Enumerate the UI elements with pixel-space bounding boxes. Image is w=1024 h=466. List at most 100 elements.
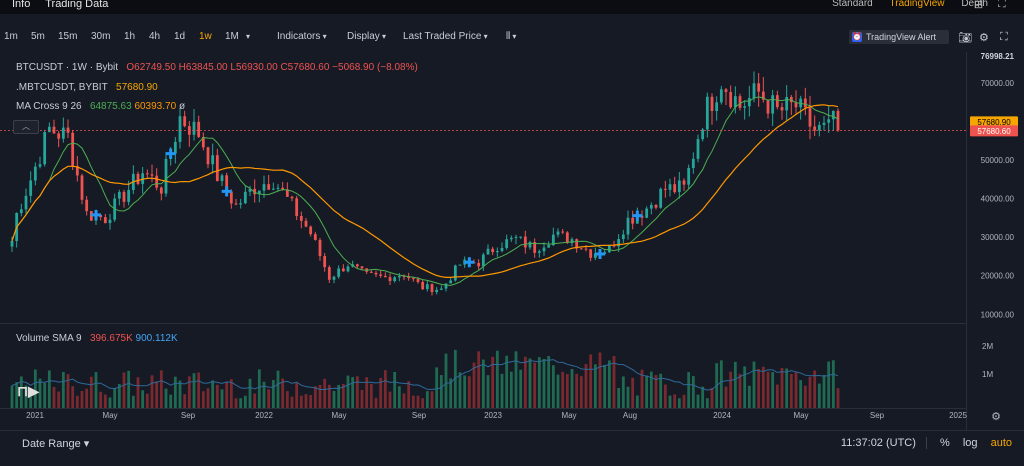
time-axis-label: Sep — [412, 411, 427, 420]
candle-body — [649, 204, 653, 209]
candle-body — [617, 239, 621, 247]
volume-axis-label: 2M — [982, 342, 993, 351]
volume-bar — [603, 364, 607, 408]
auto-scale-toggle[interactable]: auto — [990, 437, 1012, 449]
candle-body — [332, 276, 336, 280]
view-standard-tab[interactable]: Standard — [832, 0, 873, 9]
price-axis-label: 50000.00 — [981, 156, 1015, 165]
display-dropdown[interactable]: Display — [347, 31, 386, 42]
axis-settings-gear-icon[interactable]: ⚙ — [991, 411, 1001, 423]
camera-icon[interactable]: 📷︎ — [958, 32, 972, 44]
volume-bar — [318, 384, 322, 408]
candle-body — [565, 232, 569, 243]
tradingview-alert-button[interactable]: ⏰ TradingView Alert — [849, 30, 949, 44]
view-tradingview-tab[interactable]: TradingView — [889, 0, 945, 9]
candle-body — [299, 215, 303, 221]
last-price-tag-label: 57680.60 — [977, 127, 1011, 136]
candle-body — [458, 264, 462, 266]
price-source-dropdown[interactable]: Last Traded Price — [403, 31, 488, 42]
volume-bar — [593, 364, 597, 408]
fullscreen-icon[interactable]: ⛶ — [998, 0, 1006, 10]
volume-bar — [761, 366, 765, 408]
interval-1h[interactable]: 1h — [124, 31, 136, 42]
candle-body — [808, 107, 812, 127]
volume-bar — [803, 385, 807, 408]
volume-bar — [463, 375, 467, 408]
interval-1d[interactable]: 1d — [174, 31, 186, 42]
volume-bar — [747, 385, 751, 408]
volume-bar — [449, 378, 453, 408]
candle-body — [267, 184, 271, 190]
time-axis-label: 2024 — [713, 411, 731, 420]
volume-bar — [192, 373, 196, 408]
time-axis-label: Sep — [181, 411, 196, 420]
volume-bar — [785, 368, 789, 408]
candle-body — [402, 276, 406, 278]
log-scale-toggle[interactable]: log — [962, 437, 978, 449]
volume-bar — [794, 372, 798, 408]
candle-body — [570, 239, 574, 243]
volume-bar — [47, 370, 51, 408]
view-depth-tab[interactable]: Depth — [961, 0, 988, 9]
time-axis-label: 2022 — [255, 411, 273, 420]
volume-bar — [612, 355, 616, 408]
candle-body — [743, 106, 747, 108]
divider — [925, 437, 927, 450]
collapse-legend-chevron-up-icon[interactable]: ︿ — [13, 120, 39, 134]
volume-sma-line — [11, 359, 839, 391]
candle-body — [794, 102, 798, 108]
volume-bar — [817, 383, 821, 408]
interval-1w[interactable]: 1w — [199, 31, 212, 42]
volume-bar — [757, 368, 761, 408]
volume-bar — [780, 368, 784, 408]
volume-bar — [145, 393, 149, 408]
interval-more-chevron-icon[interactable]: ▾ — [246, 32, 251, 41]
interval-5m[interactable]: 5m — [31, 31, 45, 42]
candle-body — [183, 116, 187, 127]
volume-bar — [579, 376, 583, 408]
settings-gear-icon[interactable]: ⚙ — [979, 32, 989, 44]
price-axis-label: 20000.00 — [981, 272, 1015, 281]
percent-scale-toggle[interactable]: % — [939, 437, 950, 449]
candle-body — [374, 272, 378, 275]
ohlc-legend: BTCUSDT · 1W · Bybit O62749.50 H63845.00… — [16, 62, 418, 73]
interval-30m[interactable]: 30m — [91, 31, 111, 42]
candle-body — [547, 245, 551, 248]
volume-bar — [439, 375, 443, 408]
time-axis-label: 2025 — [949, 411, 967, 420]
candle-body — [379, 274, 383, 276]
nav-trading-data-tab[interactable]: Trading Data — [45, 0, 109, 10]
volume-bar — [393, 371, 397, 408]
volume-bar — [159, 370, 163, 408]
chart-type-candles-icon[interactable]: ⫴ — [506, 31, 516, 42]
volume-bar — [696, 394, 700, 408]
interval-1M[interactable]: 1M — [225, 31, 239, 42]
ma-legend: MA Cross 9 26 64875.63 60393.70 ø — [16, 101, 185, 112]
layout-grid-icon[interactable]: ⊞ — [974, 0, 984, 11]
chart-background — [0, 52, 1024, 430]
ma-fast-value: 64875.63 — [89, 101, 132, 112]
volume-bar — [178, 380, 182, 408]
legend-high: H63845.00 — [178, 62, 228, 73]
volume-bar — [551, 365, 555, 408]
candle-body — [360, 266, 364, 269]
nav-info-tab[interactable]: Info — [12, 0, 31, 10]
volume-bar — [33, 369, 37, 408]
candle-body — [621, 234, 625, 240]
candle-body — [682, 180, 686, 185]
candle-body — [612, 245, 616, 247]
candle-body — [519, 236, 523, 238]
interval-4h[interactable]: 4h — [149, 31, 161, 42]
volume-bar — [654, 375, 658, 408]
volume-bar — [85, 388, 89, 408]
interval-15m[interactable]: 15m — [58, 31, 78, 42]
volume-bar — [556, 374, 560, 408]
indicators-dropdown[interactable]: Indicators — [277, 31, 327, 42]
candle-body — [234, 203, 238, 205]
interval-1m[interactable]: 1m — [4, 31, 18, 42]
candle-body — [159, 187, 163, 194]
candle-body — [421, 281, 425, 290]
fullscreen-chart-icon[interactable]: ⛶ — [1000, 31, 1008, 43]
date-range-dropdown[interactable]: Date Range ▾ — [22, 438, 90, 450]
